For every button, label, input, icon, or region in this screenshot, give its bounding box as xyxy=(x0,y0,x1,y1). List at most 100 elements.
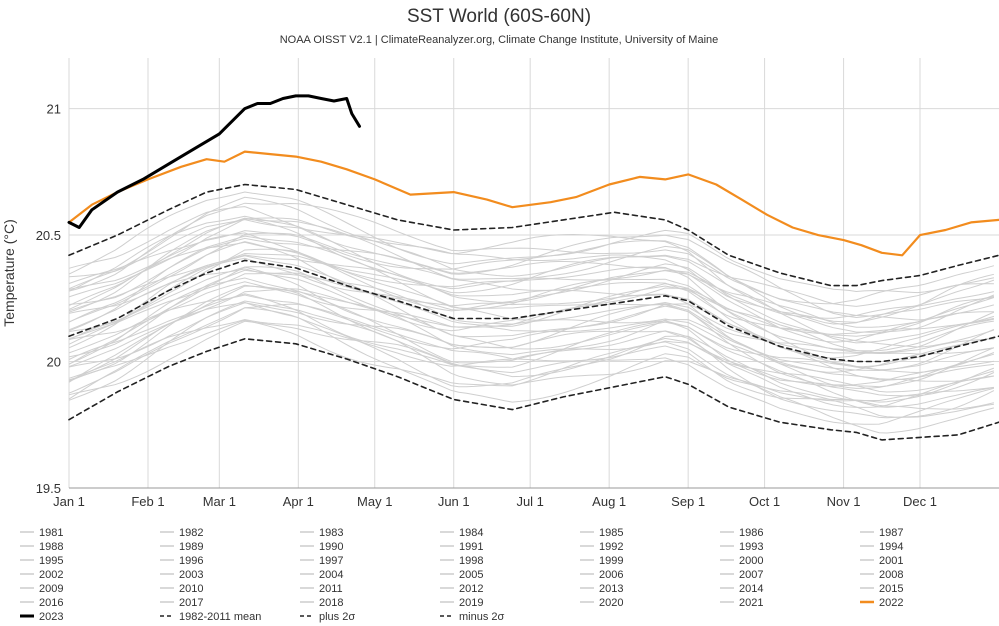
legend-item[interactable]: 1988 xyxy=(39,541,63,553)
legend-item[interactable]: 2001 xyxy=(879,555,903,567)
series-line-1982-2011-mean xyxy=(68,259,999,363)
legend-item[interactable]: 1986 xyxy=(739,527,763,539)
series-line-2019 xyxy=(68,219,995,325)
legend-item[interactable]: 2021 xyxy=(739,597,763,609)
x-tick-label: Nov 1 xyxy=(827,494,861,509)
x-tick-label: Oct 1 xyxy=(749,494,780,509)
legend-item[interactable]: 2010 xyxy=(179,583,203,595)
series-line-2009 xyxy=(68,232,994,337)
series-line-minus-2- xyxy=(68,337,999,441)
series-line-1986 xyxy=(68,318,995,419)
series-line-1997 xyxy=(68,281,995,389)
legend-item[interactable]: 2011 xyxy=(319,583,343,595)
series-line-2022 xyxy=(67,150,999,257)
series-line-1987 xyxy=(68,303,995,403)
legend-item[interactable]: 2016 xyxy=(39,597,63,609)
legend-item[interactable]: 2019 xyxy=(459,597,483,609)
series-line-2003 xyxy=(68,241,994,354)
legend-item[interactable]: 2005 xyxy=(459,569,483,581)
legend-item[interactable]: 2003 xyxy=(179,569,203,581)
series-line-1993 xyxy=(68,294,995,397)
x-tick-label: Jan 1 xyxy=(53,494,85,509)
legend-item[interactable]: 2012 xyxy=(459,583,483,595)
legend-item[interactable]: 1999 xyxy=(599,555,623,567)
series-line-1988 xyxy=(68,285,994,393)
legend-item[interactable]: 2007 xyxy=(739,569,763,581)
y-tick-label: 19.5 xyxy=(36,481,61,496)
legend-item[interactable]: plus 2σ xyxy=(319,611,355,623)
legend-item[interactable]: 1995 xyxy=(39,555,63,567)
legend-item[interactable]: 1990 xyxy=(319,541,343,553)
legend-item[interactable]: minus 2σ xyxy=(459,611,505,623)
series-line-1984 xyxy=(68,300,994,402)
legend-item[interactable]: 1983 xyxy=(319,527,343,539)
series-line-2001 xyxy=(68,272,995,372)
series-line-2005 xyxy=(68,254,995,359)
legend-item[interactable]: 2009 xyxy=(39,583,63,595)
series-line-1983 xyxy=(68,320,995,425)
legend-item[interactable]: 1982 xyxy=(179,527,203,539)
chart-subtitle: NOAA OISST V2.1 | ClimateReanalyzer.org,… xyxy=(280,34,719,46)
x-tick-label: Mar 1 xyxy=(203,494,236,509)
x-tick-label: Apr 1 xyxy=(283,494,314,509)
series-line-2016 xyxy=(68,217,995,323)
series-line-2014 xyxy=(68,215,995,321)
legend-item[interactable]: 1998 xyxy=(459,555,483,567)
x-tick-label: Dec 1 xyxy=(903,494,937,509)
y-tick-label: 21 xyxy=(47,102,61,117)
legend-item[interactable]: 2013 xyxy=(599,583,623,595)
y-tick-label: 20.5 xyxy=(36,228,61,243)
x-tick-label: Aug 1 xyxy=(592,494,626,509)
y-axis-label: Temperature (°C) xyxy=(1,219,17,327)
legend-item[interactable]: 2020 xyxy=(599,597,623,609)
legend-item[interactable]: 1987 xyxy=(879,527,903,539)
legend-item[interactable]: 1989 xyxy=(179,541,203,553)
legend-item[interactable]: 2000 xyxy=(739,555,763,567)
series-line-1981 xyxy=(68,307,994,418)
legend-item[interactable]: 2023 xyxy=(39,611,63,623)
series-line-2017 xyxy=(68,196,994,307)
x-tick-label: Sep 1 xyxy=(671,494,705,509)
legend-item[interactable]: 1981 xyxy=(39,527,63,539)
chart-title: SST World (60S-60N) xyxy=(407,6,591,27)
legend-item[interactable]: 2006 xyxy=(599,569,623,581)
series-line-2023 xyxy=(67,94,361,229)
series-line-1992 xyxy=(68,277,994,382)
legend-item[interactable]: 2017 xyxy=(179,597,203,609)
series-line-1985 xyxy=(68,301,995,410)
legend-item[interactable]: 1993 xyxy=(739,541,763,553)
x-tick-label: Feb 1 xyxy=(131,494,164,509)
legend-item[interactable]: 1992 xyxy=(599,541,623,553)
legend-item[interactable]: 2002 xyxy=(39,569,63,581)
series-line-2012 xyxy=(68,237,995,343)
legend-item[interactable]: 1997 xyxy=(319,555,343,567)
legend-item[interactable]: 2004 xyxy=(319,569,343,581)
legend-item[interactable]: 2015 xyxy=(879,583,903,595)
legend-item[interactable]: 2008 xyxy=(879,569,903,581)
x-tick-label: Jun 1 xyxy=(438,494,470,509)
x-tick-label: May 1 xyxy=(357,494,392,509)
series-line-2006 xyxy=(68,235,994,335)
series-line-2015 xyxy=(68,230,995,333)
y-axis-ticks: 19.5 20 20.5 21 xyxy=(36,102,61,496)
series-line-1996 xyxy=(68,266,994,381)
background-year-lines xyxy=(68,191,995,434)
legend-item[interactable]: 2022 xyxy=(879,597,903,609)
series-line-plus-2- xyxy=(68,183,999,287)
legend: 1981 1982 1983 1984 1985 1986 1987 1988 1989 1990… xyxy=(20,527,903,623)
series-line-2020 xyxy=(68,202,995,305)
legend-item[interactable]: 2014 xyxy=(739,583,763,595)
legend-item[interactable]: 2018 xyxy=(319,597,343,609)
series-line-2008 xyxy=(68,252,995,353)
series-line-2021 xyxy=(68,191,995,294)
legend-item[interactable]: 1985 xyxy=(599,527,623,539)
legend-item[interactable]: 1991 xyxy=(459,541,483,553)
legend-item[interactable]: 1984 xyxy=(459,527,483,539)
legend-item[interactable]: 1994 xyxy=(879,541,903,553)
y-tick-label: 20 xyxy=(47,355,61,370)
series-line-1982 xyxy=(68,319,995,434)
legend-item[interactable]: 1982-2011 mean xyxy=(179,611,261,623)
x-tick-label: Jul 1 xyxy=(516,494,543,509)
legend-item[interactable]: 1996 xyxy=(179,555,203,567)
